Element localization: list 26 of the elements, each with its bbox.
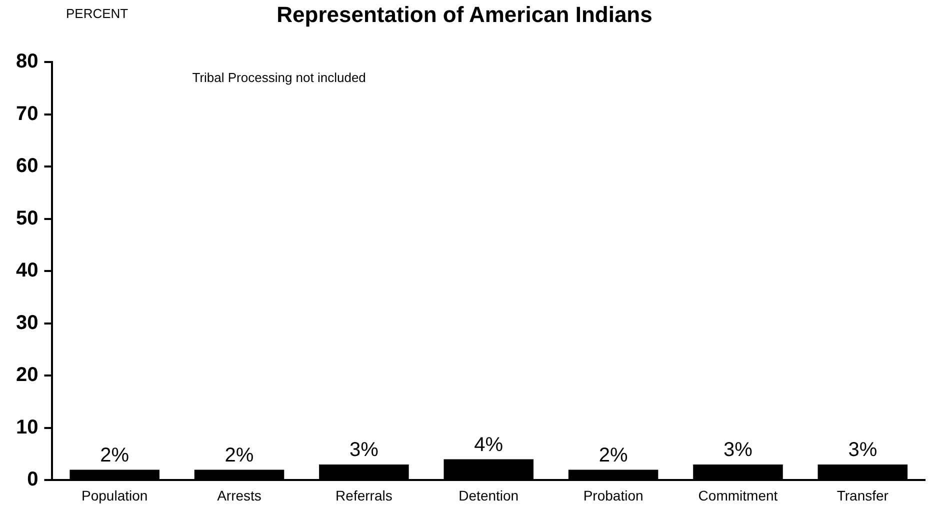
y-tick-label: 70 xyxy=(16,102,38,125)
x-tick-label: Arrests xyxy=(217,487,262,504)
data-label: 2% xyxy=(224,444,254,466)
y-tick-label: 40 xyxy=(16,260,38,282)
data-label: 3% xyxy=(349,439,379,462)
annotation: Tribal Processing not included xyxy=(192,70,366,86)
y-tick-label: 30 xyxy=(16,312,38,334)
data-label: 4% xyxy=(474,434,504,456)
y-tick-label: 10 xyxy=(16,416,38,438)
y-tick-label: 60 xyxy=(16,155,38,178)
y-tick-label: 20 xyxy=(16,364,38,386)
x-tick-label: Transfer xyxy=(836,487,889,504)
x-tick-label: Commitment xyxy=(698,487,778,504)
y-tick-label: 0 xyxy=(27,468,38,491)
data-label: 3% xyxy=(724,439,753,462)
chart-title: Representation of American Indians xyxy=(276,2,652,27)
y-tick-label: 50 xyxy=(16,207,38,230)
data-label: 2% xyxy=(100,444,130,466)
x-tick-label: Population xyxy=(82,487,148,504)
y-axis-title: PERCENT xyxy=(66,6,128,21)
x-tick-label: Detention xyxy=(458,487,519,504)
x-tick-label: Referrals xyxy=(336,487,392,504)
data-label: 3% xyxy=(848,439,878,462)
x-tick-label: Probation xyxy=(583,487,644,504)
y-tick-label: 80 xyxy=(16,50,38,73)
data-label: 2% xyxy=(598,444,628,466)
